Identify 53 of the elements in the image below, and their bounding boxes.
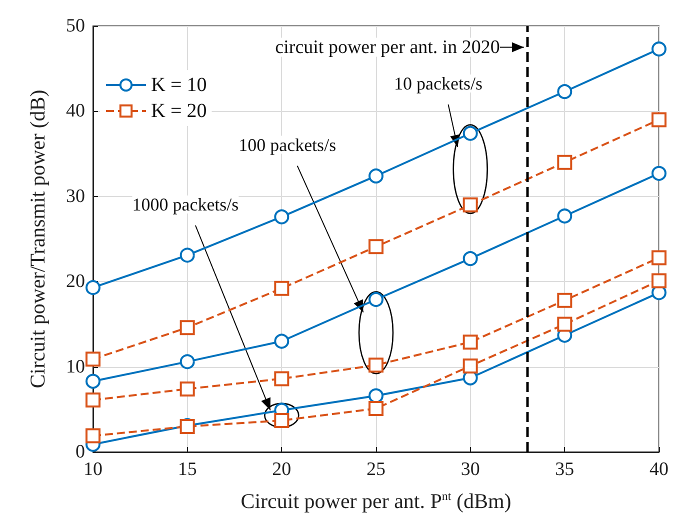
x-tick-label: 30 <box>460 459 480 480</box>
y-tick-label: 20 <box>66 271 85 292</box>
x-tick-label: 10 <box>84 459 102 480</box>
y-tick-label: 40 <box>66 100 85 122</box>
x-tick-label: 25 <box>366 459 386 480</box>
point <box>180 248 195 263</box>
x-tick-label: 40 <box>650 459 668 480</box>
legend-label: K = 20 <box>151 100 207 122</box>
point <box>652 112 666 128</box>
x-tick-label: 35 <box>555 459 574 480</box>
point <box>274 371 290 386</box>
ref-line-label: circuit power per ant. in 2020 <box>275 36 500 58</box>
point <box>557 316 572 332</box>
point <box>180 354 195 370</box>
y-tick-label: 10 <box>66 356 85 378</box>
point <box>462 358 478 374</box>
point <box>462 251 478 266</box>
point <box>462 334 478 350</box>
annotation: 10 packets/s <box>394 73 482 94</box>
point <box>368 292 384 307</box>
annotation: 1000 packets/s <box>132 194 239 214</box>
point <box>557 154 572 170</box>
point <box>180 320 195 336</box>
point <box>557 292 572 308</box>
legend-label: K = 10 <box>151 74 207 96</box>
point <box>462 197 478 212</box>
point <box>86 280 100 296</box>
point <box>557 84 572 100</box>
point <box>652 273 666 288</box>
point <box>86 428 100 444</box>
point <box>86 392 100 408</box>
point <box>652 42 666 56</box>
point <box>274 334 290 349</box>
point <box>368 358 384 373</box>
point <box>462 126 478 141</box>
point <box>652 166 666 181</box>
y-tick-label: 0 <box>76 442 85 462</box>
point <box>274 280 290 296</box>
x-tick-label: 20 <box>272 459 292 480</box>
y-axis-title: Circuit power/Transmit power (dB) <box>26 90 50 388</box>
x-tick-label: 15 <box>178 459 197 480</box>
point <box>368 401 384 416</box>
y-tick-label: 30 <box>66 186 85 207</box>
annotation: 100 packets/s <box>238 134 336 155</box>
point <box>557 208 572 224</box>
point <box>368 168 384 184</box>
point <box>368 239 384 254</box>
point <box>180 381 195 396</box>
point <box>652 250 666 266</box>
point <box>86 374 100 389</box>
point <box>86 352 100 367</box>
point <box>274 209 290 224</box>
y-tick-label: 50 <box>66 16 85 36</box>
